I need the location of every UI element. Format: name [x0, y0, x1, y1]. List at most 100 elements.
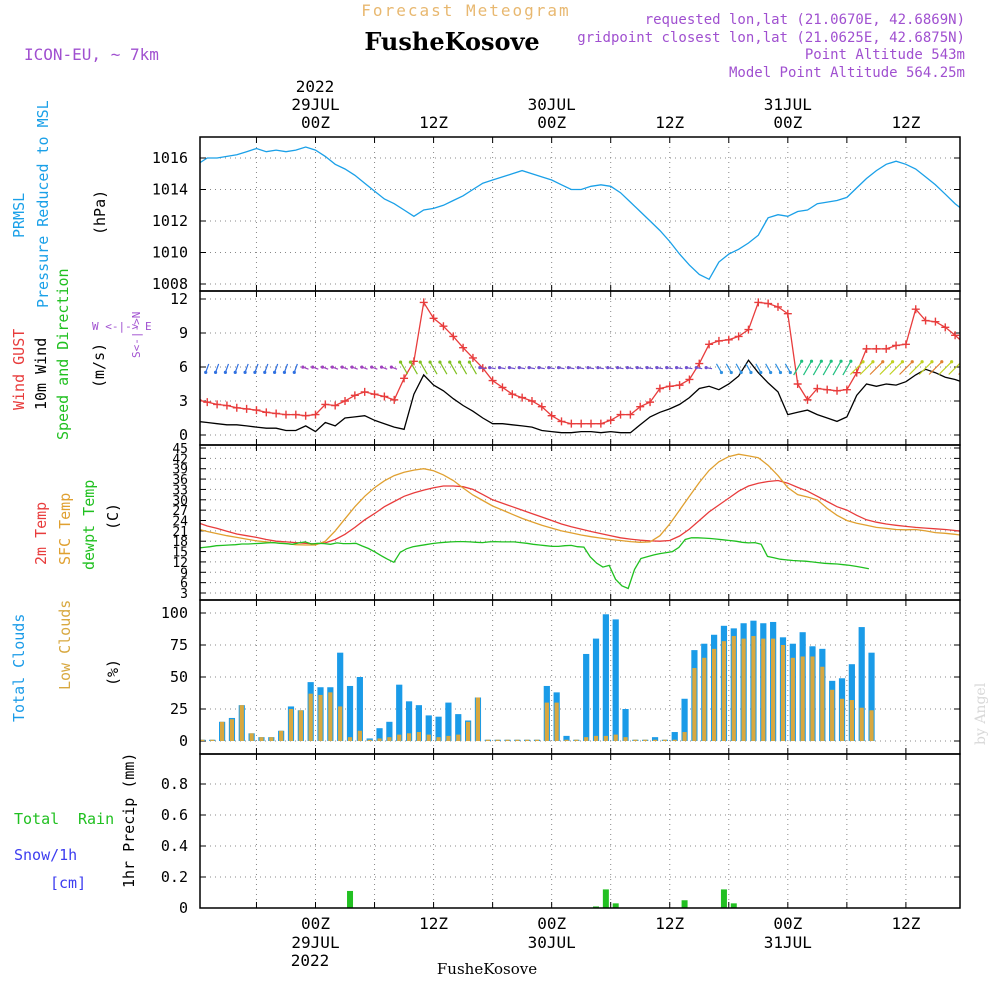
wind-arrow-head — [165, 371, 168, 374]
wind-arrow — [419, 361, 428, 375]
gust-point — [921, 316, 930, 325]
low-cloud-bar — [780, 645, 786, 741]
requested-coords: requested lon,lat (21.0670E, 42.6869N) — [645, 12, 965, 28]
point-altitude: Point Altitude 543m — [805, 47, 965, 63]
total-cloud-bar — [592, 638, 600, 741]
gust-point — [626, 410, 635, 419]
wind-arrow — [938, 361, 953, 375]
low-cloud-bar — [771, 638, 776, 741]
wind-arrow — [449, 361, 458, 375]
y-tick-label: 1010 — [152, 244, 188, 262]
top-hour-label: 00Z — [301, 113, 330, 132]
wind-arrow — [154, 367, 162, 370]
gust-point — [773, 302, 782, 311]
gust-point — [882, 344, 891, 353]
y-tick-label: 0 — [179, 426, 188, 444]
low-cloud-bar — [122, 726, 126, 741]
low-cloud-bar — [308, 693, 313, 741]
y-tick-label: 50 — [170, 668, 188, 686]
wind-arrow-head — [350, 365, 354, 369]
low-cloud-bar — [141, 668, 145, 741]
compass-we: W <-|-> E — [92, 320, 152, 333]
y-tick-label: 0 — [179, 732, 188, 750]
top-day-label: 31JUL — [764, 95, 812, 114]
wind-arrow-head — [900, 360, 905, 364]
dewpt-label: dewpt Temp — [80, 480, 98, 570]
panel-content — [200, 146, 960, 281]
wind-arrow-head — [980, 360, 983, 363]
bottom-hour-label: 00Z — [773, 914, 802, 933]
location-title: FusheKosove — [364, 27, 539, 56]
gust-point — [154, 377, 162, 385]
wind-arrow — [459, 361, 468, 375]
gust-point — [754, 298, 763, 307]
low-cloud-bar — [761, 638, 766, 741]
total-cloud-bar — [671, 732, 678, 741]
y-tick-label: 3 — [180, 587, 188, 602]
wind-arrow-head — [418, 360, 422, 364]
wind-arrow — [166, 364, 169, 372]
wind-arrow-head — [537, 366, 541, 370]
low-cloud-bar — [426, 734, 431, 741]
bottom-hour-label: 00Z — [301, 914, 330, 933]
bottom-hour-label: 12Z — [419, 914, 448, 933]
low-cloud-bar — [525, 739, 530, 741]
y-tick-label: 33 — [172, 483, 188, 498]
wind-arrow-head — [849, 359, 853, 363]
top-hour-label: 12Z — [419, 113, 448, 132]
low-cloud-bar — [466, 721, 471, 741]
low-cloud-bar — [416, 732, 421, 741]
low-cloud-bar — [633, 739, 638, 741]
low-cloud-bar — [623, 737, 628, 741]
total-cloud-bar — [425, 715, 432, 741]
series-10m-wind — [200, 359, 960, 434]
total-cloud-bar — [583, 653, 590, 741]
wind-arrow-head — [881, 360, 885, 364]
wind-arrow-head — [320, 365, 325, 369]
gust-point — [134, 381, 142, 389]
wind-arrow-head — [655, 366, 659, 370]
gust-point — [301, 411, 310, 420]
gust-label: Wind GUST — [10, 329, 28, 410]
low-cloud-bar — [849, 700, 854, 741]
gust-point — [272, 409, 281, 418]
wind-arrow-head — [861, 360, 865, 364]
gust-point — [990, 352, 998, 360]
wind-arrow-head — [142, 368, 145, 371]
gust-point — [537, 402, 546, 411]
wind-arrow-head — [330, 365, 334, 369]
wind-arrow — [755, 363, 762, 373]
wind-arrow — [134, 367, 142, 370]
low-cloud-bar — [446, 735, 451, 741]
wind-arrow-head — [233, 370, 237, 374]
wind-arrow — [468, 361, 477, 375]
total-cloud-bar — [858, 627, 865, 741]
rain-bar — [602, 889, 609, 908]
low-cloud-bar — [702, 657, 707, 741]
total-cloud-bar — [563, 735, 570, 741]
wind-arrow — [899, 361, 913, 375]
low-cloud-bar — [721, 641, 727, 741]
gust-point — [390, 395, 399, 404]
gust-point — [557, 417, 566, 426]
y-tick-label: 25 — [170, 700, 188, 718]
y-tick-label: 18 — [172, 535, 188, 550]
gust-point — [449, 332, 458, 341]
precip-unit: 1hr Precip (mm) — [120, 753, 138, 888]
gust-point — [232, 403, 241, 412]
y-tick-label: 0.6 — [161, 806, 188, 824]
wind-arrow-head — [152, 368, 155, 371]
wind-arrow-head — [379, 365, 384, 369]
gust-point — [685, 375, 694, 384]
gust-point — [125, 372, 133, 380]
low-cloud-bar — [318, 694, 323, 741]
total-cloud-bar — [140, 655, 146, 741]
total-cloud-bar — [602, 614, 609, 741]
low-cloud-bar — [603, 735, 608, 741]
wind-arrow-head — [809, 359, 814, 363]
wind-arrow-head — [547, 366, 551, 370]
gust-point — [714, 336, 723, 345]
series-2m-temp — [200, 479, 960, 545]
model-label: ICON-EU, ~ 7km — [24, 45, 159, 64]
